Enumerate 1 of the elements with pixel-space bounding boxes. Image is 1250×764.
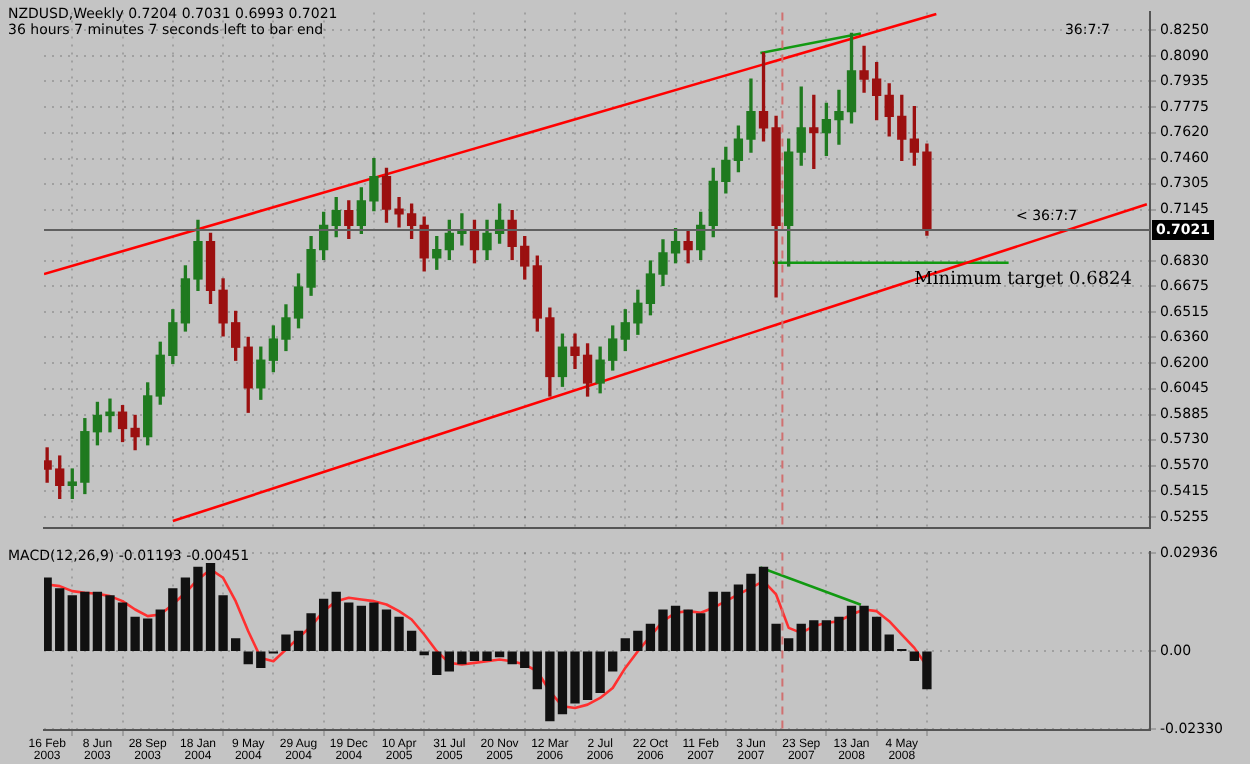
annotation: Minimum target 0.6824 — [914, 269, 1133, 290]
